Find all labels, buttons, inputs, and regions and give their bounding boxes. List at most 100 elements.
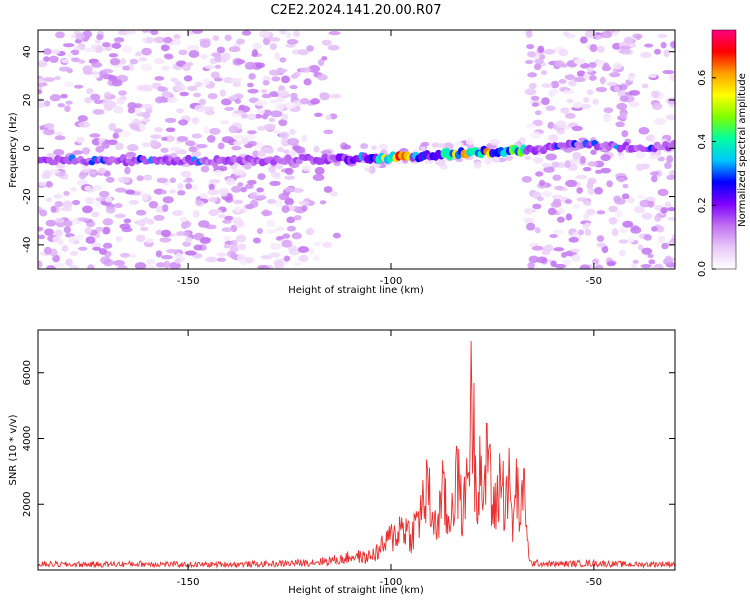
heatmap-cell: [231, 145, 242, 151]
heatmap-cell: [526, 44, 535, 50]
heatmap-cell: [38, 78, 44, 84]
heatmap-cell: [145, 238, 154, 244]
heatmap-cell: [104, 91, 112, 98]
heatmap-cell: [142, 217, 150, 224]
heatmap-cell: [257, 150, 267, 157]
x-tick-label: -50: [586, 276, 602, 287]
heatmap-cell: [216, 46, 226, 54]
heatmap-cell: [193, 244, 203, 251]
heatmap-cell: [268, 117, 276, 123]
heatmap-cell: [550, 201, 562, 208]
heatmap-cell: [153, 214, 165, 221]
heatmap-cell: [543, 166, 555, 173]
heatmap-cell: [139, 123, 147, 132]
heatmap-cell: [48, 55, 59, 63]
heatmap-cell: [664, 201, 672, 209]
heatmap-cell: [306, 45, 314, 52]
heatmap-cell: [69, 186, 78, 192]
heatmap-cell: [244, 143, 254, 149]
heatmap-cell: [657, 188, 669, 197]
heatmap-cell: [268, 37, 281, 42]
heatmap-cell: [90, 93, 101, 101]
heatmap-cell: [556, 216, 565, 223]
heatmap-cell: [305, 228, 315, 236]
heatmap-cell: [327, 44, 340, 51]
heatmap-cell: [188, 50, 200, 58]
heatmap-cell: [231, 185, 242, 193]
heatmap-cell: [332, 232, 341, 239]
heatmap-cell: [618, 155, 625, 160]
heatmap-cell: [133, 220, 145, 225]
heatmap-cell: [55, 31, 65, 39]
heatmap-cell: [194, 81, 203, 88]
heatmap-cell: [530, 131, 542, 139]
heatmap-cell: [91, 61, 103, 68]
heatmap-cell: [54, 201, 64, 208]
heatmap-cell: [170, 152, 178, 158]
heatmap-cell: [579, 155, 586, 164]
heatmap-cell: [116, 97, 125, 105]
heatmap-cell: [667, 216, 675, 222]
heatmap-cell: [46, 265, 56, 269]
x-tick-label: -100: [380, 276, 403, 287]
colorbar-tick-label: 0.0: [697, 261, 708, 277]
heatmap-cell: [254, 114, 263, 119]
heatmap-cell: [563, 31, 570, 36]
heatmap-cell: [247, 88, 259, 94]
heatmap-cell: [115, 236, 123, 242]
heatmap-cell: [200, 165, 210, 173]
heatmap-cell: [98, 167, 107, 174]
heatmap-cell: [157, 86, 166, 92]
heatmap-cell: [549, 233, 558, 238]
heatmap-cell: [534, 58, 544, 65]
heatmap-cell: [219, 89, 226, 97]
heatmap-cell: [628, 89, 641, 96]
heatmap-cell: [101, 68, 114, 74]
heatmap-cell: [164, 117, 177, 123]
heatmap-cell: [141, 30, 149, 34]
heatmap-cell: [595, 86, 608, 93]
heatmap-cell: [596, 210, 606, 215]
heatmap-cell: [65, 258, 73, 267]
heatmap-cell: [128, 199, 140, 205]
heatmap-cell: [155, 96, 164, 104]
heatmap-cell: [49, 169, 60, 174]
heatmap-cell: [283, 175, 296, 180]
heatmap-cell: [191, 30, 203, 34]
heatmap-cell: [145, 259, 156, 265]
heatmap-cell: [185, 183, 193, 190]
heatmap-cell: [231, 217, 244, 224]
heatmap-cell: [437, 143, 446, 149]
heatmap-cell: [591, 258, 600, 265]
snr-series-line: [38, 341, 675, 569]
heatmap-cell: [43, 56, 50, 62]
heatmap-cell: [211, 209, 223, 214]
heatmap-cell: [651, 102, 663, 111]
heatmap-cell: [63, 226, 72, 234]
heatmap-cell: [223, 235, 232, 242]
heatmap-cell: [533, 157, 544, 164]
heatmap-cell: [136, 175, 144, 182]
heatmap-cell: [161, 254, 173, 260]
heatmap-cell: [317, 59, 325, 67]
heatmap-cell: [222, 219, 232, 224]
heatmap-cell: [319, 200, 327, 205]
colorbar: 0.0 0.2 0.4 0.6 Normalized spectral amplitu…: [697, 29, 748, 277]
heatmap-cell: [564, 112, 576, 119]
heatmap-cell: [612, 42, 622, 50]
heatmap-cell: [552, 174, 562, 181]
heatmap-cell: [183, 75, 193, 82]
heatmap-cell: [594, 169, 603, 175]
heatmap-cell: [285, 32, 292, 39]
heatmap-cell: [233, 199, 244, 205]
heatmap-cell: [101, 42, 111, 48]
heatmap-cell: [584, 228, 592, 236]
heatmap-cell: [581, 103, 591, 110]
heatmap-cell: [119, 252, 130, 258]
heatmap-cell: [615, 121, 625, 128]
heatmap-cell: [62, 200, 73, 209]
heatmap-cell: [167, 96, 178, 103]
heatmap-cell: [112, 132, 120, 139]
heatmap-cell: [635, 163, 645, 172]
heatmap-cell: [121, 45, 133, 54]
